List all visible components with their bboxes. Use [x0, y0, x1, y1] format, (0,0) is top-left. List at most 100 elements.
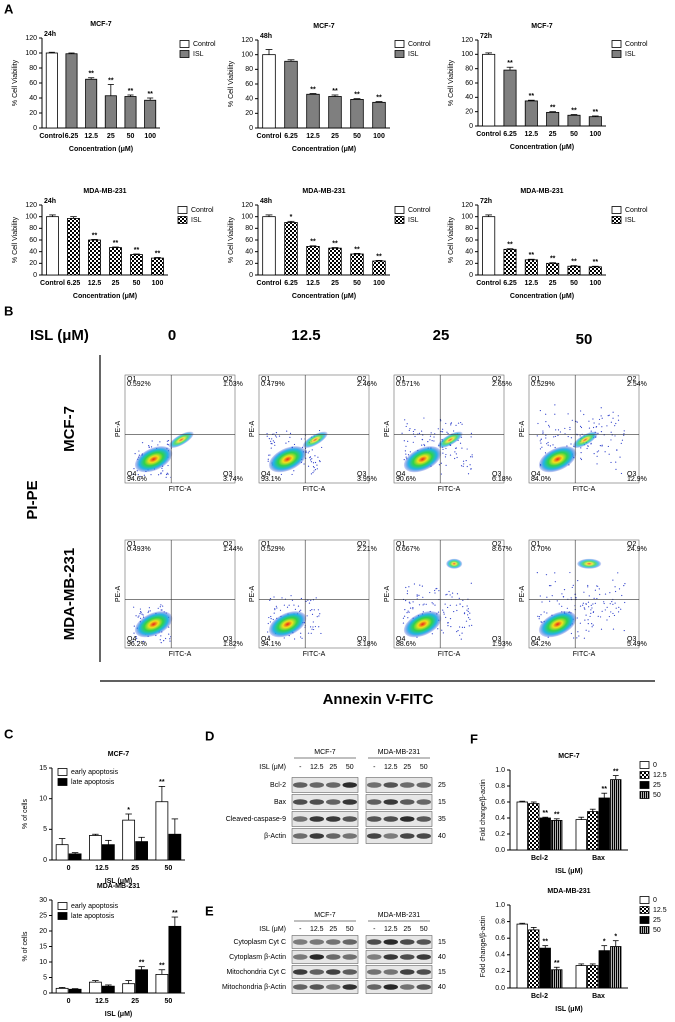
lane-label: 12.5 [384, 926, 398, 933]
event-dot [547, 441, 549, 444]
blot-band [326, 939, 341, 945]
legend-label: 12.5 [653, 772, 667, 779]
x-axis-label: Concentration (μM) [69, 146, 133, 153]
event-dot [310, 461, 313, 463]
bar [350, 99, 364, 129]
y-axis-label: Fold change/β-actin [480, 916, 487, 978]
error-bar [530, 801, 537, 804]
event-dot [546, 443, 548, 445]
event-dot [451, 596, 453, 598]
event-dot [269, 621, 272, 623]
y-tick-label: 0.8 [495, 918, 505, 925]
plot-y-axis: PE-A [384, 586, 391, 603]
cell-density [134, 446, 173, 473]
blot-band [309, 799, 324, 805]
event-dot [599, 616, 602, 618]
event-dot [576, 637, 578, 639]
event-dot [271, 438, 273, 440]
blot-band [293, 816, 308, 822]
x-axis-label: Concentration (μM) [510, 144, 574, 151]
event-dot [441, 629, 443, 631]
event-dot [540, 614, 542, 616]
event-dot [445, 453, 447, 456]
x-tick-label: Bax [592, 855, 605, 862]
bar [598, 797, 610, 851]
event-dot [311, 613, 314, 615]
significance-label: * [614, 934, 617, 941]
event-dot [567, 413, 569, 415]
error-bar [578, 816, 585, 820]
x-tick-label: 50 [353, 280, 361, 287]
event-dot [133, 468, 135, 470]
quadrant-name: Q1 [396, 541, 405, 548]
legend-swatch [611, 40, 622, 48]
blot-band [367, 833, 382, 839]
blot-row-label: Cytoplasm Cyt C [233, 939, 286, 946]
event-dot [576, 421, 578, 423]
blot-band [342, 816, 357, 822]
event-dot [137, 474, 139, 476]
event-dot [470, 468, 472, 470]
blot-strip [291, 980, 359, 994]
quadrant-name: Q1 [127, 541, 136, 548]
event-dot [418, 594, 420, 596]
bar [516, 801, 528, 851]
event-dot [148, 446, 150, 448]
quadrant-value: 64.2% [531, 641, 551, 648]
event-dot [133, 625, 135, 627]
event-dot [305, 600, 307, 602]
event-dot [452, 430, 455, 432]
event-dot [406, 423, 408, 425]
lane-label: 25 [403, 926, 411, 933]
significance-label: ** [92, 232, 98, 239]
quadrant-value: 1.03% [223, 381, 243, 388]
event-dot [470, 582, 472, 584]
error-bar [592, 115, 599, 117]
significance-label: ** [529, 252, 535, 259]
event-dot [160, 473, 162, 475]
y-tick-label: 10 [39, 959, 47, 966]
blot-row-label: Mitochondria β-Actin [222, 984, 286, 991]
blot-strip [291, 811, 359, 827]
event-dot [404, 450, 406, 452]
event-dot [598, 418, 601, 421]
blot-strip [365, 828, 433, 844]
plot-y-axis: PE-A [519, 421, 526, 438]
event-dot [567, 435, 569, 438]
error-bar [519, 800, 526, 802]
y-tick-label: 15 [39, 765, 47, 772]
blot-band [367, 799, 382, 805]
event-dot [150, 474, 152, 476]
event-dot [616, 449, 618, 451]
bar [101, 844, 115, 861]
event-dot [617, 419, 620, 421]
event-dot [447, 606, 449, 609]
event-dot [624, 583, 626, 585]
quadrant-name: Q4 [531, 471, 540, 478]
event-dot [311, 628, 313, 630]
quadrant-name: Q2 [223, 541, 232, 548]
event-dot [319, 613, 321, 615]
event-dot [554, 413, 556, 415]
event-dot [618, 588, 621, 590]
event-dot [467, 608, 469, 610]
event-dot [433, 440, 435, 442]
bar [89, 835, 102, 861]
blot-kda: 40 [438, 984, 446, 991]
blot-band [309, 939, 324, 945]
bar [262, 216, 276, 276]
x-axis-label: ISL (μM) [555, 1006, 582, 1013]
event-dot [319, 460, 321, 463]
error-bar [92, 833, 99, 836]
bar [130, 254, 143, 276]
blot-band [416, 939, 431, 945]
event-dot [588, 606, 590, 608]
x-tick-label: Bcl-2 [531, 855, 548, 862]
error-bar [158, 969, 166, 975]
event-dot [442, 609, 444, 611]
event-dot [569, 571, 571, 574]
event-dot [601, 417, 603, 419]
event-dot [612, 612, 614, 615]
event-dot [539, 409, 541, 412]
event-dot [442, 452, 444, 454]
